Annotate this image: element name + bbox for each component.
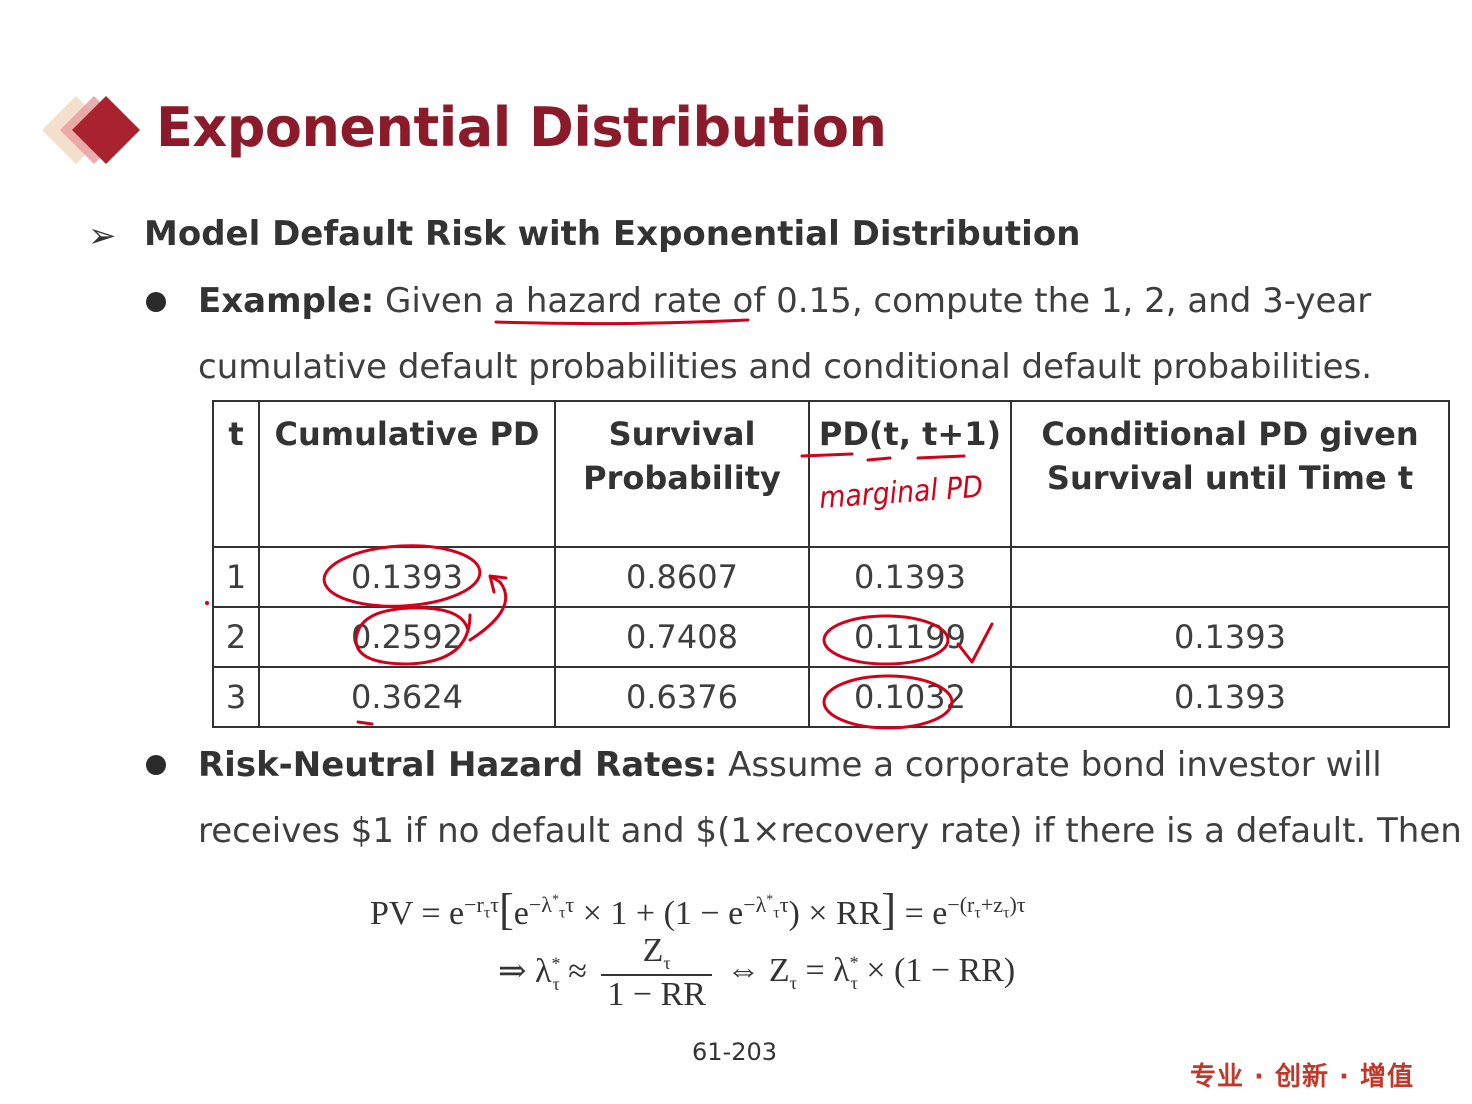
pv-formula: PV = e−rττ[e−λ*ττ × 1 + (1 − e−λ*ττ) × R… (370, 885, 1026, 934)
cell-survival: 0.6376 (554, 666, 810, 728)
header-t: t (212, 400, 260, 548)
cell-survival: 0.8607 (554, 546, 810, 608)
risk-neutral-text-line1: Assume a corporate bond investor will (717, 745, 1382, 785)
hazard-rate-formula: ⇒ λ*τ ≈ Zτ 1 − RR ⇔ Zτ = λ*τ × (1 − RR) (498, 932, 1016, 1013)
header-cumulative-pd: Cumulative PD (258, 400, 556, 548)
cell-cumulative-pd: 0.1393 (258, 546, 556, 608)
diamond-logo-icon (42, 96, 140, 164)
risk-neutral-paragraph: Risk-Neutral Hazard Rates: Assume a corp… (198, 732, 1462, 864)
page-number: 61-203 (692, 1038, 778, 1066)
bullet-dot-icon (146, 755, 166, 775)
default-probability-table: t Cumulative PD Survival Probability PD(… (212, 400, 1450, 728)
cell-pd: 0.1199 (808, 606, 1012, 668)
example-label: Example: (198, 281, 375, 321)
risk-neutral-label: Risk-Neutral Hazard Rates: (198, 745, 718, 785)
table-row: 2 0.2592 0.7408 0.1199 0.1393 (212, 606, 1450, 668)
cell-conditional-pd (1010, 546, 1450, 608)
risk-neutral-text-line2: receives $1 if no default and $(1×recove… (198, 811, 1462, 851)
cell-pd: 0.1393 (808, 546, 1012, 608)
example-text-line2: cumulative default probabilities and con… (198, 347, 1373, 387)
example-paragraph: Example: Given a hazard rate of 0.15, co… (198, 268, 1372, 400)
cell-conditional-pd: 0.1393 (1010, 606, 1450, 668)
page-title: Exponential Distribution (156, 96, 887, 159)
header-conditional-pd: Conditional PD given Survival until Time… (1010, 400, 1450, 548)
cell-cumulative-pd: 0.3624 (258, 666, 556, 728)
cell-t: 1 (212, 546, 260, 608)
table-row: 3 0.3624 0.6376 0.1032 0.1393 (212, 666, 1450, 728)
cell-pd: 0.1032 (808, 666, 1012, 728)
bullet-dot-icon (146, 292, 166, 312)
cell-t: 3 (212, 666, 260, 728)
header-survival-probability: Survival Probability (554, 400, 810, 548)
cell-survival: 0.7408 (554, 606, 810, 668)
arrow-bullet-icon: ➢ (88, 217, 117, 255)
slogan-logo: 专业 · 创新 · 增值 (1190, 1062, 1414, 1092)
example-text-line1: Given a hazard rate of 0.15, compute the… (374, 281, 1372, 321)
table-header-row: t Cumulative PD Survival Probability PD(… (212, 400, 1450, 548)
header-pd-t-t1: PD(t, t+1) (808, 400, 1012, 548)
section-heading: Model Default Risk with Exponential Dist… (144, 214, 1081, 254)
cell-cumulative-pd: 0.2592 (258, 606, 556, 668)
cell-t: 2 (212, 606, 260, 668)
cell-conditional-pd: 0.1393 (1010, 666, 1450, 728)
table-row: 1 0.1393 0.8607 0.1393 (212, 546, 1450, 608)
